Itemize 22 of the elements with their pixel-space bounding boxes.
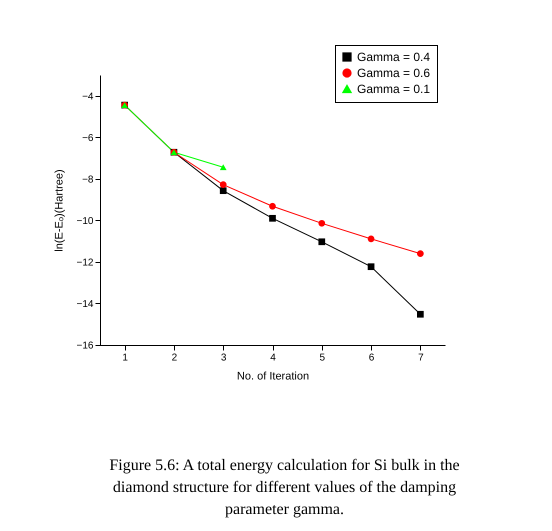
legend-label: Gamma = 0.1 [357, 82, 430, 96]
x-tick-label: 7 [418, 352, 424, 364]
x-tick-label: 1 [122, 352, 128, 364]
caption: Figure 5.6: A total energy calculation for Si bulk in the [109, 457, 460, 474]
y-tick-label: −10 [76, 216, 94, 227]
y-tick-label: −16 [76, 340, 94, 352]
text: diamond structure for different values of the damping [112, 479, 456, 496]
x-tick-label: 5 [320, 352, 326, 364]
y-tick-label: −14 [76, 298, 94, 310]
x-tick-label: 2 [172, 352, 178, 364]
y-tick-label: −6 [82, 132, 94, 144]
x-tick-label: 6 [368, 352, 375, 364]
x-axis-title: No. of Iteration [236, 370, 310, 382]
y-tick-label: −4 [82, 91, 94, 102]
text: parameter gamma. [224, 501, 344, 518]
y-axis-title: ln(E-Eₒ)(Hartree) [54, 169, 66, 252]
x-tick-label: 4 [270, 352, 276, 364]
y-tick-label: −12 [76, 257, 94, 268]
legend-label: Gamma = 0.6 [357, 66, 430, 80]
y-tick-label: −8 [82, 174, 94, 186]
x-tick-label: 3 [220, 352, 227, 364]
legend-label: Gamma = 0.4 [357, 50, 430, 64]
